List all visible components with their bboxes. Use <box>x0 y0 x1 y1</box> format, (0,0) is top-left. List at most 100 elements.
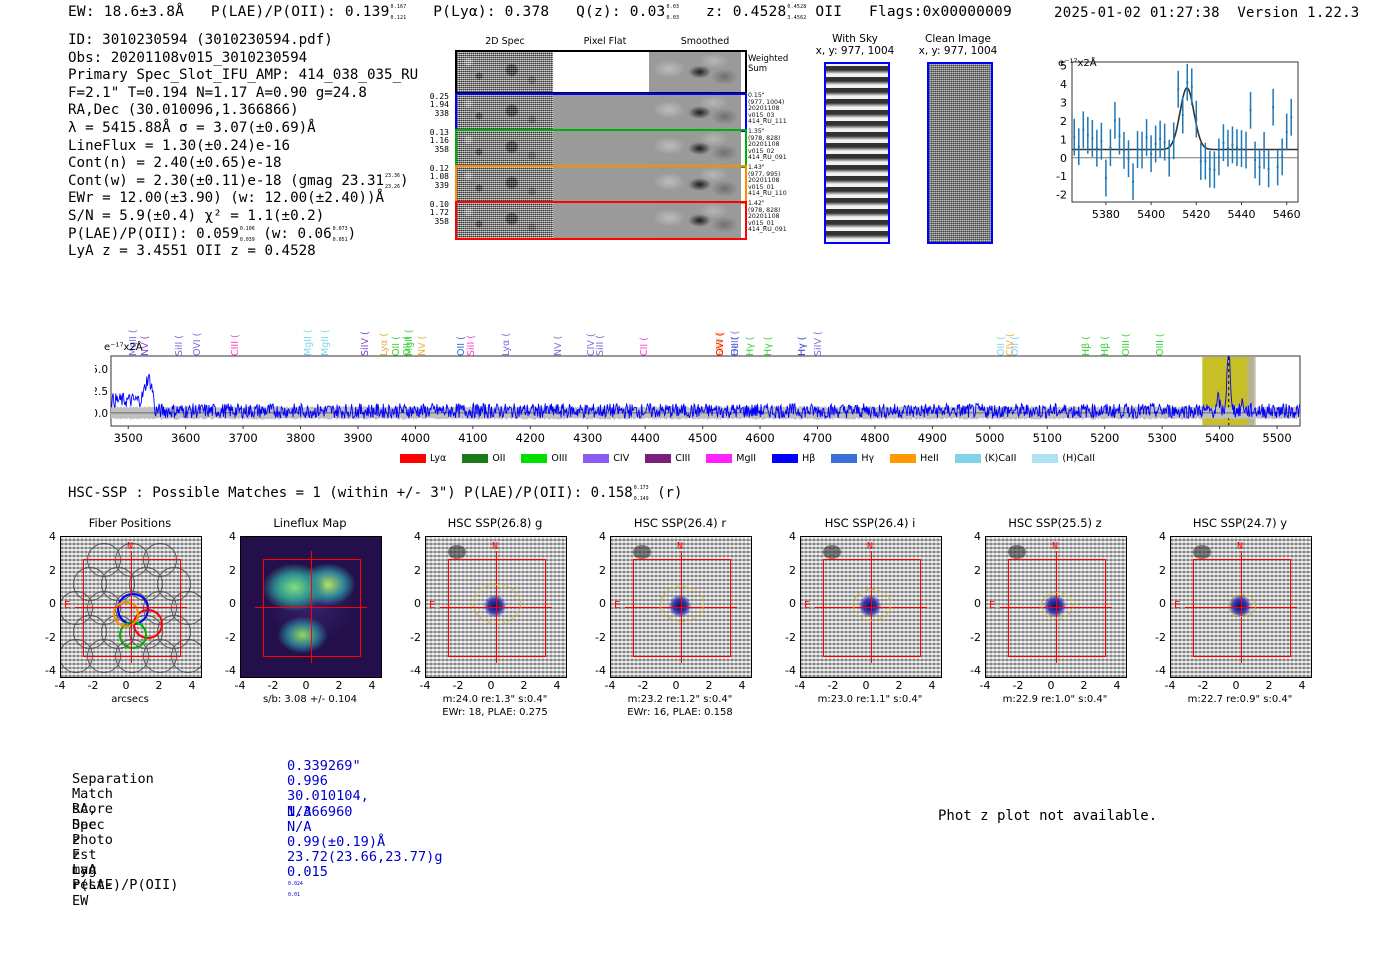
spectrum-units: e⁻¹⁷x2Å <box>104 342 143 353</box>
fiber-2dspec <box>457 131 553 166</box>
cutout-caption-secondary: EWr: 16, PLAE: 0.158 <box>627 707 733 718</box>
legend-swatch <box>645 454 672 463</box>
cutout-title: HSC SSP(25.5) z <box>1008 516 1102 530</box>
axis-xtick: 4 <box>1298 679 1306 692</box>
legend-item: Hβ <box>772 453 815 464</box>
svg-text:5400: 5400 <box>1205 431 1234 445</box>
axis-xtick: 2 <box>335 679 343 692</box>
svg-text:4700: 4700 <box>803 431 832 445</box>
aperture-box <box>1008 559 1106 657</box>
crosshair-horizontal <box>75 607 187 608</box>
axis-ytick: 4 <box>974 530 981 543</box>
cutout-image[interactable] <box>240 536 382 678</box>
compass-north: N <box>677 541 684 552</box>
info-redshifts: LyA z = 3.4551 OII z = 0.4528 <box>68 243 316 260</box>
axis-ytick: -4 <box>785 664 796 677</box>
cutout-panel: HSC SSP(26.4) i N E 4 2 0 -2 -4 -4 -2 0 2 4 m:23.0 re… <box>785 516 942 726</box>
aperture-box <box>633 559 731 657</box>
detail-key: mag <box>72 862 97 879</box>
cutout-caption-primary: arcsecs <box>111 694 149 705</box>
info-obs: Obs: 20201108v015_3010230594 <box>68 49 308 66</box>
compass-north: N <box>867 541 874 552</box>
svg-text:5500: 5500 <box>1262 431 1291 445</box>
axis-ytick: -2 <box>970 630 981 644</box>
svg-text:4000: 4000 <box>401 431 430 445</box>
legend-label: Lyα <box>430 453 447 464</box>
detail-value: N/A <box>287 803 312 820</box>
header-z-line: OII <box>815 4 843 20</box>
detection-info-block: ID: 3010230594 (3010230594.pdf) Obs: 202… <box>68 32 418 261</box>
info-params: F=2.1" T=0.194 N=1.17 A=0.90 g=24.8 <box>68 84 367 101</box>
detail-key: P(LAE)/P(OII) <box>72 877 179 894</box>
axis-ytick: 0 <box>414 597 421 610</box>
axis-xtick: 0 <box>672 679 680 692</box>
spec2d-fiber-rows: 0.25 1.94 338 0.15" (977, 1004) 20201108… <box>430 92 800 241</box>
axis-xtick: -2 <box>1012 679 1024 692</box>
compass-east: E <box>64 600 71 611</box>
info-ewr: EWr = 12.00(±3.90) (w: 12.00(±2.40))Å <box>68 190 385 207</box>
axis-xtick: 4 <box>738 679 746 692</box>
svg-text:4600: 4600 <box>745 431 774 445</box>
compass-north: N <box>492 541 499 552</box>
aperture-box <box>448 559 546 657</box>
detail-value: 30.010104, 1.366960 <box>287 788 369 820</box>
cleanimage-title: Clean Image x, y: 977, 1004 <box>918 33 998 57</box>
axis-xtick: 4 <box>553 679 561 692</box>
info-cont-w: Cont(w) = 2.30(±0.11)e-18 (gmag 23.3123.… <box>68 172 409 190</box>
compass-east: E <box>1174 600 1181 611</box>
axis-xtick: -4 <box>1164 679 1176 692</box>
photoz-note: Phot z plot not available. <box>938 808 1158 824</box>
svg-text:3700: 3700 <box>228 431 257 445</box>
axis-xtick: -2 <box>452 679 464 692</box>
compass-north: N <box>1237 541 1244 552</box>
header-ew: EW: 18.6±3.8Å <box>68 4 185 20</box>
header-plae-label: P(LAE)/P(OII): <box>210 4 336 20</box>
cutout-row: Fiber Positions N E 4 2 0 -2 -4 -4 -2 0 2 4 arcsecs Li… <box>0 508 1400 728</box>
axis-ytick: -4 <box>970 664 981 677</box>
hsc-header-text: HSC-SSP : Possible Matches = 1 (within +… <box>68 485 633 501</box>
fiber-smoothed <box>649 167 741 202</box>
svg-text:4500: 4500 <box>688 431 717 445</box>
cutout-panel: HSC SSP(25.5) z N E 4 2 0 -2 -4 -4 -2 0 2 4 m:22.9 re… <box>970 516 1127 726</box>
legend-label: OII <box>492 453 506 464</box>
svg-text:0.0: 0.0 <box>95 408 108 420</box>
svg-text:5.0: 5.0 <box>95 364 108 376</box>
legend-label: CIII <box>675 453 691 464</box>
axis-ytick: -4 <box>225 664 236 677</box>
svg-text:4400: 4400 <box>631 431 660 445</box>
axis-ytick: -2 <box>595 630 606 644</box>
axis-ytick: 2 <box>414 563 421 577</box>
fiber-pixelflat <box>553 95 649 130</box>
axis-ytick: -2 <box>785 630 796 644</box>
svg-text:4300: 4300 <box>573 431 602 445</box>
axis-ytick: 2 <box>229 563 236 577</box>
legend-swatch <box>462 454 489 463</box>
axis-xtick: 0 <box>302 679 310 692</box>
svg-text:5420: 5420 <box>1182 208 1210 221</box>
axis-xtick: 0 <box>1232 679 1240 692</box>
axis-xtick: 2 <box>1080 679 1088 692</box>
source-ellipse <box>473 584 521 624</box>
axis-ytick: 4 <box>789 530 796 543</box>
cutout-panel: Fiber Positions N E 4 2 0 -2 -4 -4 -2 0 2 4 arcsecs <box>45 516 202 726</box>
header-qz-value: 0.03 <box>629 4 666 20</box>
compass-east: E <box>989 600 996 611</box>
header-z-label: z: <box>705 4 724 20</box>
aperture-box <box>1193 559 1291 657</box>
fiber-smoothed <box>649 131 741 166</box>
cutout-panel: HSC SSP(26.4) r N E 4 2 0 -2 -4 -4 -2 0 2 4 m:23.2 re… <box>595 516 752 726</box>
axis-ytick: 2 <box>1159 563 1166 577</box>
legend-item: CIV <box>583 453 629 464</box>
axis-xtick: -2 <box>1197 679 1209 692</box>
weighted-sum-smoothed <box>649 52 741 92</box>
axis-ytick: -2 <box>410 630 421 644</box>
header-plae-hi: 0.167 <box>390 3 407 10</box>
detail-key: Spec z <box>72 816 105 848</box>
legend-item: OII <box>462 453 505 464</box>
